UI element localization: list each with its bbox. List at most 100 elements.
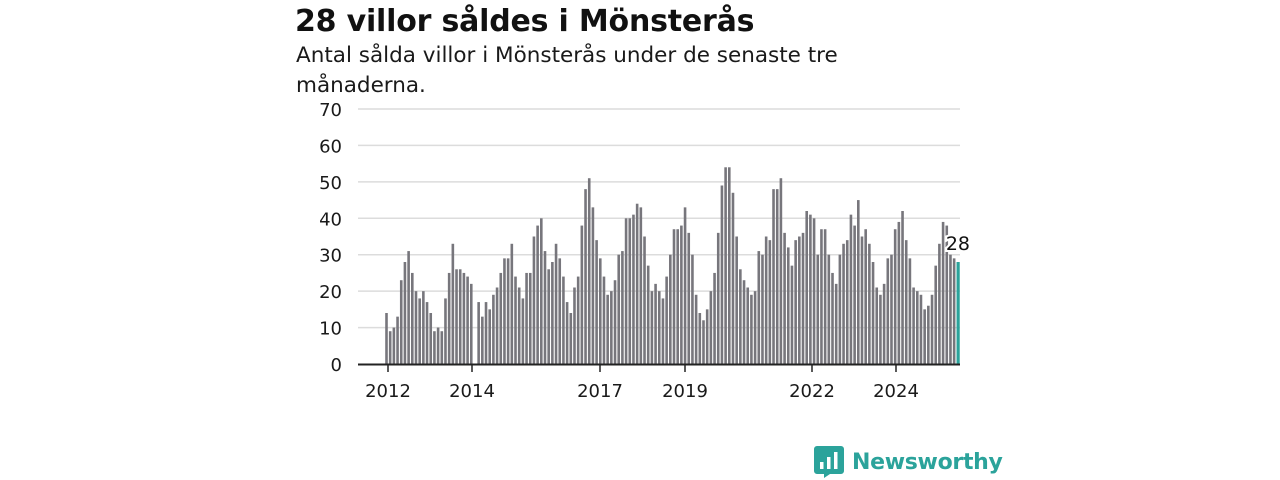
y-tick-label: 60 (319, 136, 342, 157)
bar (698, 313, 702, 364)
bar (879, 294, 882, 364)
bar (875, 287, 879, 364)
bar (392, 327, 396, 364)
bar (775, 189, 779, 364)
x-tick-label: 2022 (789, 381, 835, 402)
bar (713, 272, 716, 364)
brand-name: Newsworthy (852, 449, 1003, 475)
bar (882, 283, 886, 364)
bar (425, 302, 429, 364)
bar (694, 294, 698, 364)
bar (643, 236, 646, 364)
bar (801, 232, 805, 364)
bar (930, 294, 934, 364)
bar (750, 294, 753, 364)
bar (650, 291, 654, 364)
x-tick-label: 2017 (577, 381, 623, 402)
bar (676, 229, 679, 364)
bar (624, 218, 628, 364)
bar (598, 258, 602, 364)
chart-subtitle: Antal sålda villor i Mönsterås under de … (296, 43, 838, 98)
x-tick-label: 2014 (449, 381, 495, 402)
bar (831, 272, 834, 364)
bar (639, 207, 643, 364)
chart-title: 28 villor såldes i Mönsterås (295, 4, 755, 39)
bars (385, 167, 960, 364)
bar (816, 254, 820, 364)
bar (657, 291, 661, 364)
x-tick-label: 2024 (873, 381, 919, 402)
bar (746, 287, 750, 364)
bar (407, 251, 410, 364)
y-axis-ticks: 0 10 20 30 40 50 60 70 (319, 100, 342, 376)
bar (411, 272, 414, 364)
bar (525, 272, 528, 364)
bar (399, 280, 403, 364)
bar (853, 225, 856, 364)
bar (499, 272, 503, 364)
bar (458, 269, 462, 364)
bar (576, 276, 580, 364)
gridlines (358, 108, 960, 329)
bar (838, 254, 842, 364)
bar (827, 254, 831, 364)
bar (945, 225, 949, 364)
bar (646, 265, 650, 364)
bar (949, 254, 952, 364)
bar (573, 287, 576, 364)
bar (783, 232, 786, 364)
bar (845, 240, 849, 364)
bar (912, 287, 915, 364)
bar (506, 258, 510, 364)
bar (388, 331, 392, 364)
bar (805, 211, 809, 364)
bar (842, 243, 845, 364)
bar (790, 265, 794, 364)
bar (565, 302, 569, 364)
bar (543, 251, 547, 364)
bar (709, 291, 713, 364)
bar (422, 291, 425, 364)
bar (613, 280, 617, 364)
bar (451, 243, 455, 364)
y-tick-label: 20 (319, 282, 342, 303)
bar (521, 298, 525, 364)
bar (672, 229, 676, 364)
bar (669, 254, 672, 364)
bar (794, 240, 797, 364)
highlight-value-label: 28 (946, 233, 970, 255)
bar (444, 298, 447, 364)
bar (492, 294, 495, 364)
bar (779, 178, 783, 364)
bar (532, 236, 536, 364)
bar (893, 229, 897, 364)
bar (433, 331, 436, 364)
bar (514, 276, 517, 364)
bar (584, 189, 587, 364)
bar (860, 236, 864, 364)
bar (610, 291, 613, 364)
bar (680, 225, 683, 364)
bar (683, 207, 687, 364)
bar (857, 200, 860, 364)
bar (809, 214, 812, 364)
bar (554, 243, 558, 364)
x-axis-ticks: 2012 2014 2017 2019 2022 2024 (365, 364, 919, 402)
bar (798, 236, 801, 364)
y-tick-label: 50 (319, 173, 342, 194)
bar (436, 327, 440, 364)
bar (753, 291, 757, 364)
bar (621, 251, 624, 364)
bar (786, 247, 790, 364)
bar (587, 178, 591, 364)
bar (868, 243, 871, 364)
bar (849, 214, 853, 364)
y-tick-label: 10 (319, 319, 342, 340)
bar (517, 287, 521, 364)
bar (938, 243, 941, 364)
bar (665, 276, 668, 364)
bar (908, 258, 912, 364)
bar (455, 269, 458, 364)
bar (739, 269, 742, 364)
bar (654, 283, 657, 364)
